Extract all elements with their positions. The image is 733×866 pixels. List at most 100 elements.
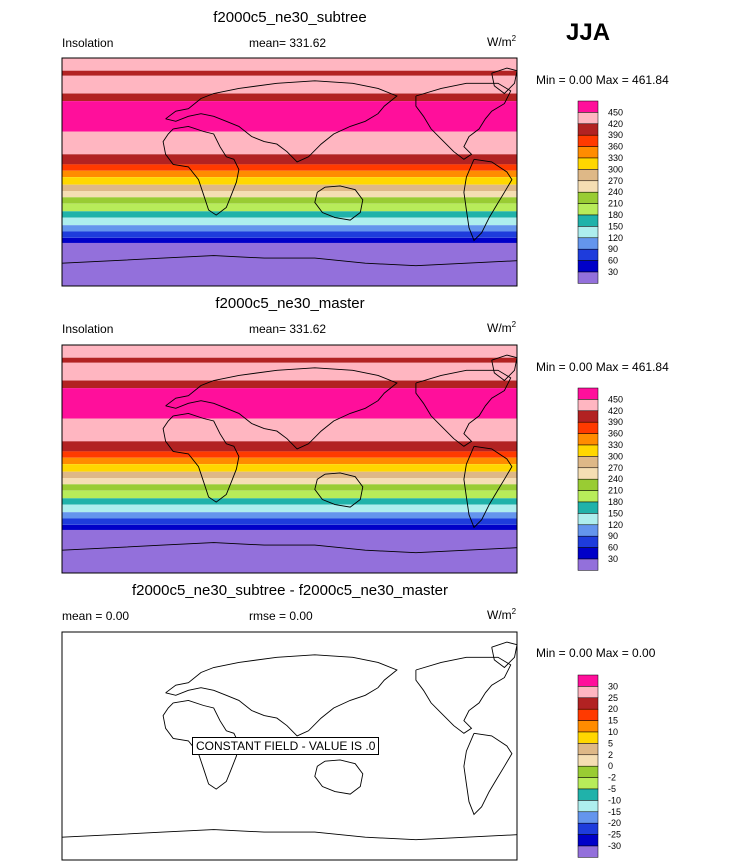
colorbar-2-swatch-14 <box>577 535 599 548</box>
band-1-12 <box>62 191 517 198</box>
band-1-7 <box>62 154 517 165</box>
band-1-14 <box>62 203 517 212</box>
colorbar-3-swatch-16 <box>577 845 599 858</box>
coastline-1-1 <box>162 125 240 216</box>
colorbar-2-tick-4: 360 <box>608 429 623 439</box>
colorbar-1-swatch-8 <box>577 180 599 193</box>
panel-2-variable-label: Insolation <box>62 322 114 336</box>
colorbar-3-tick-8: 0 <box>608 761 613 771</box>
colorbar-1-swatch-4 <box>577 134 599 147</box>
colorbar-3-tick-15: -30 <box>608 841 621 851</box>
colorbar-2-swatch-8 <box>577 467 599 480</box>
map-frame-3 <box>61 631 518 861</box>
map-frame-2 <box>61 344 518 574</box>
colorbar-3-tick-12: -15 <box>608 807 621 817</box>
colorbar-3-swatch-9 <box>577 765 599 778</box>
coastline-2-6 <box>491 354 518 382</box>
colorbar-2-tick-6: 300 <box>608 451 623 461</box>
panel-2-title: f2000c5_ne30_master <box>215 295 365 312</box>
colorbar-1-swatch-15 <box>577 260 599 273</box>
panel-2-units: W/m2 <box>487 320 517 335</box>
band-1-6 <box>62 131 517 155</box>
band-2-17 <box>62 512 517 519</box>
colorbar-1-tick-1: 450 <box>608 107 623 117</box>
colorbar-2-swatch-10 <box>577 490 599 503</box>
constant-field-note: CONSTANT FIELD - VALUE IS .0 <box>192 737 380 755</box>
colorbar-2-tick-9: 210 <box>608 486 623 496</box>
panel-1-mean-label: mean= 331.62 <box>249 36 327 50</box>
colorbar-3-swatch-4 <box>577 708 599 721</box>
band-1-8 <box>62 164 517 171</box>
colorbar-1-tick-14: 60 <box>608 256 618 266</box>
colorbar-1-swatch-14 <box>577 248 599 261</box>
colorbar-2-swatch-2 <box>577 399 599 412</box>
band-1-13 <box>62 197 517 204</box>
colorbar-3-tick-2: 25 <box>608 693 618 703</box>
colorbar-2-tick-8: 240 <box>608 474 623 484</box>
band-2-12 <box>62 478 517 485</box>
colorbar-2-swatch-1 <box>577 387 599 400</box>
colorbar-1-swatch-6 <box>577 157 599 170</box>
colorbar-2-tick-3: 390 <box>608 417 623 427</box>
colorbar-2-swatch-13 <box>577 524 599 537</box>
coastline-2-5 <box>463 445 513 529</box>
colorbar-3-swatch-8 <box>577 754 599 767</box>
coastline-3-7 <box>61 829 518 841</box>
panel-3-mean-label: mean = 0.00 <box>62 609 130 623</box>
colorbar-2-swatch-15 <box>577 547 599 560</box>
colorbar-1-tick-10: 180 <box>608 210 623 220</box>
band-2-4 <box>62 380 517 389</box>
coastline-2-4 <box>415 369 512 447</box>
panel-3-minmax: Min = 0.00 Max = 0.00 <box>536 646 656 660</box>
panel-3-units: W/m2 <box>487 607 517 622</box>
band-2-3 <box>62 362 517 381</box>
colorbar-2-swatch-6 <box>577 444 599 457</box>
map-frame-1 <box>61 57 518 287</box>
colorbar-1-tick-12: 120 <box>608 233 623 243</box>
colorbar-2-swatch-9 <box>577 478 599 491</box>
colorbar-1-tick-8: 240 <box>608 187 623 197</box>
colorbar-1-swatch-16 <box>577 271 599 284</box>
colorbar-1-tick-3: 390 <box>608 130 623 140</box>
band-2-19 <box>62 524 517 530</box>
band-2-16 <box>62 504 517 513</box>
band-1-18 <box>62 231 517 238</box>
band-1-1 <box>62 58 517 71</box>
colorbar-3-swatch-6 <box>577 731 599 744</box>
colorbar-1-tick-2: 420 <box>608 119 623 129</box>
colorbar-3-swatch-2 <box>577 686 599 699</box>
season-label: JJA <box>566 19 611 46</box>
colorbar-2-tick-12: 120 <box>608 520 623 530</box>
coastline-1-7 <box>61 255 518 267</box>
colorbar-1-swatch-5 <box>577 146 599 159</box>
colorbar-1-tick-13: 90 <box>608 244 618 254</box>
colorbar-1-tick-5: 330 <box>608 153 623 163</box>
coastline-1-2 <box>165 80 398 163</box>
colorbar-1-tick-7: 270 <box>608 176 623 186</box>
coastline-1-6 <box>491 67 518 95</box>
panel-1-title: f2000c5_ne30_subtree <box>213 9 367 26</box>
colorbar-3-tick-10: -5 <box>608 784 616 794</box>
band-1-11 <box>62 184 517 191</box>
coastline-3-4 <box>415 656 512 734</box>
colorbar-3-tick-3: 20 <box>608 704 618 714</box>
colorbar-3-swatch-1 <box>577 674 599 687</box>
panel-3-title: f2000c5_ne30_subtree - f2000c5_ne30_mast… <box>131 582 449 599</box>
band-2-5 <box>62 388 517 419</box>
colorbar-3-tick-4: 15 <box>608 716 618 726</box>
colorbar-3-swatch-11 <box>577 788 599 801</box>
colorbar-1-tick-15: 30 <box>608 267 618 277</box>
band-1-17 <box>62 225 517 232</box>
panel-2-mean-label: mean= 331.62 <box>249 322 327 336</box>
band-2-2 <box>62 357 517 363</box>
coastline-2-1 <box>162 412 240 503</box>
band-2-10 <box>62 464 517 472</box>
coastline-3-6 <box>491 641 518 669</box>
panel-1-units: W/m2 <box>487 34 517 49</box>
colorbar-3-swatch-5 <box>577 720 599 733</box>
panel-2-minmax: Min = 0.00 Max = 461.84 <box>536 360 669 374</box>
map-panel-2 <box>61 344 518 574</box>
panel-1-minmax: Min = 0.00 Max = 461.84 <box>536 73 669 87</box>
